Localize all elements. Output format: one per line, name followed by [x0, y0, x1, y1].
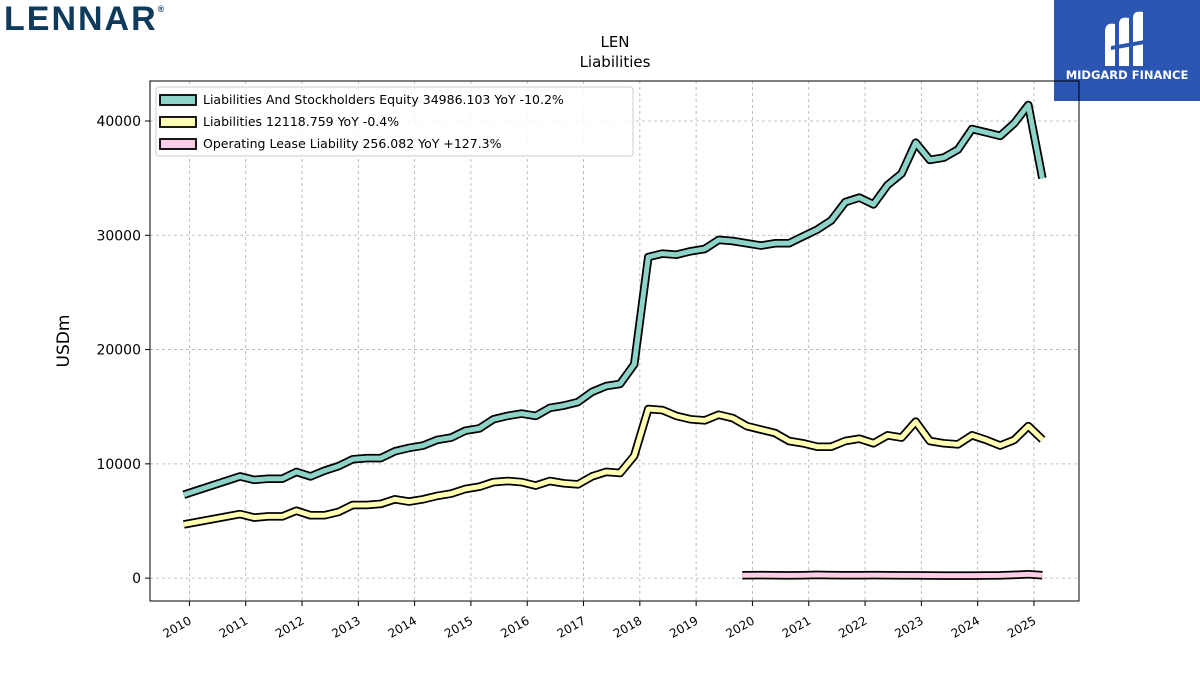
y-axis-ticks: 0 10000 20000 30000 40000 — [96, 114, 150, 587]
y-tick-label: 10000 — [96, 457, 141, 473]
legend-box — [155, 86, 634, 157]
x-tick-label: 2019 — [667, 613, 700, 640]
y-tick-label: 30000 — [96, 228, 141, 244]
x-tick-label: 2018 — [611, 613, 644, 640]
series-lines — [182, 100, 1047, 580]
chart-subtitle: Liabilities — [580, 53, 651, 71]
x-tick-label: 2020 — [723, 613, 756, 640]
x-tick-label: 2021 — [780, 613, 813, 640]
x-tick-label: 2017 — [555, 613, 588, 640]
x-tick-label: 2022 — [836, 613, 869, 640]
midgard-finance-badge: MIDGARD FINANCE — [1054, 0, 1200, 101]
lennar-logo: LENNAR® — [4, 0, 164, 39]
chart-title: LEN — [600, 33, 629, 51]
x-tick-label: 2016 — [498, 613, 531, 640]
midgard-finance-label: MIDGARD FINANCE — [1065, 68, 1189, 82]
legend-label-1: Liabilities And Stockholders Equity 3498… — [203, 92, 564, 107]
x-tick-label: 2024 — [949, 613, 982, 640]
x-axis-ticks: 2010 2011 2012 2013 2014 2015 2016 2017 2018 2019… — [160, 601, 1038, 641]
y-axis-label: USDm — [54, 315, 74, 368]
x-tick-label: 2014 — [386, 613, 419, 640]
registered-mark: ® — [157, 4, 165, 14]
y-tick-label: 20000 — [96, 343, 141, 359]
series-outline-1 — [182, 100, 1047, 499]
legend: Liabilities And Stockholders Equity 3498… — [155, 86, 634, 157]
legend-label-3: Operating Lease Liability 256.082 YoY +1… — [203, 136, 502, 151]
y-tick-label: 40000 — [96, 114, 141, 130]
legend-label-2: Liabilities 12118.759 YoY -0.4% — [203, 114, 399, 129]
legend-swatch-3 — [159, 138, 197, 150]
grid-lines — [150, 81, 1079, 601]
series-line-3 — [742, 571, 1043, 579]
series-line-2 — [183, 406, 1045, 527]
x-tick-label: 2013 — [329, 613, 362, 640]
x-tick-label: 2011 — [217, 613, 250, 640]
x-tick-label: 2025 — [1005, 613, 1038, 640]
x-tick-label: 2012 — [273, 613, 306, 640]
series-line-1 — [183, 102, 1045, 498]
midgard-m-icon — [1105, 11, 1145, 67]
y-tick-label: 0 — [132, 571, 141, 587]
legend-swatch-1 — [159, 94, 197, 106]
x-tick-label: 2010 — [160, 613, 193, 640]
x-tick-label: 2023 — [892, 613, 925, 640]
x-tick-label: 2015 — [442, 613, 475, 640]
legend-swatch-2 — [159, 116, 197, 128]
lennar-logo-text: LENNAR — [4, 0, 158, 38]
plot-frame — [149, 80, 1080, 602]
